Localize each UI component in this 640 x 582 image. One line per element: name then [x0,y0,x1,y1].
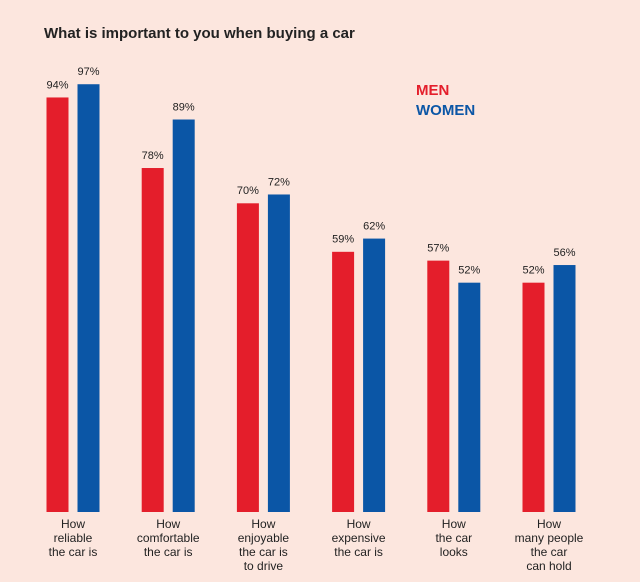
label-line: How [442,517,466,531]
label-line: How [156,517,180,531]
x-tick-label: How enjoyable the car is to drive [238,517,290,573]
bar [267,194,290,513]
bar [553,265,576,512]
bar [236,203,259,513]
label-line: expensive [332,531,386,545]
x-tick-label: How comfortable the car is [137,517,200,559]
value-label: 52% [522,265,544,277]
chart-title: What is important to you when buying a c… [44,25,355,42]
label-line: the car is [239,545,288,559]
label-line: How [251,517,275,531]
value-label: 52% [458,265,480,277]
bar [77,84,100,512]
legend-entry: WOMEN [416,102,475,119]
legend-entry: MEN [416,82,449,99]
bar [141,168,164,512]
x-tick-label: How many people the car can hold [515,517,584,573]
label-line: looks [440,545,468,559]
bar [522,282,545,512]
x-tick-label: How reliable the car is [49,517,98,559]
label-line: the car is [334,545,383,559]
label-line: How [61,517,85,531]
label-line: How [537,517,561,531]
value-label: 62% [363,220,385,232]
label-line: to drive [244,559,284,573]
bar [458,282,481,512]
value-label: 57% [427,243,449,255]
value-label: 78% [142,150,164,162]
label-line: comfortable [137,531,200,545]
value-label: 97% [77,66,99,78]
label-line: the car is [144,545,193,559]
bar [172,119,195,512]
bar [46,97,69,513]
label-line: the car [531,545,568,559]
value-label: 56% [553,247,575,259]
label-line: enjoyable [238,531,290,545]
label-line: can hold [526,559,571,573]
x-tick-label: How expensive the car is [332,517,386,559]
value-label: 94% [46,79,68,91]
x-tick-label: How the car looks [435,517,472,559]
value-label: 89% [173,101,195,113]
value-label: 59% [332,234,354,246]
label-line: the car is [49,545,98,559]
bar [427,260,450,512]
label-line: How [347,517,371,531]
bar [332,251,355,512]
label-line: reliable [54,531,93,545]
value-label: 70% [237,185,259,197]
label-line: many people [515,531,584,545]
value-label: 72% [268,176,290,188]
bar [363,238,386,512]
label-line: the car [435,531,472,545]
